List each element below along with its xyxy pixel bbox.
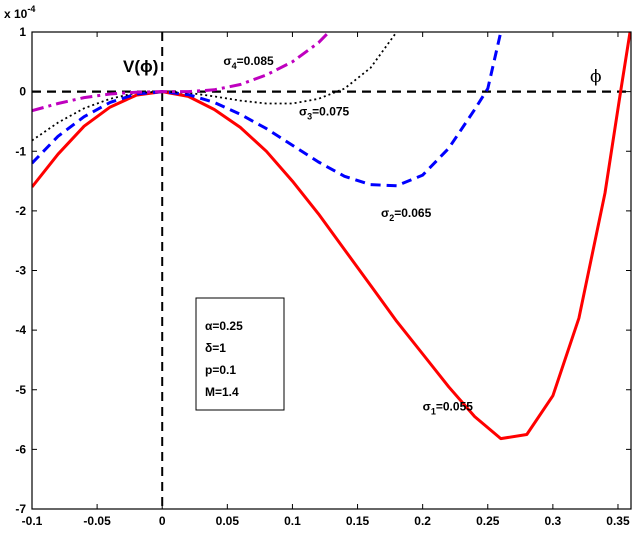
- x-tick-label: -0.1: [22, 514, 43, 528]
- x-tick-label: 0.35: [606, 514, 630, 528]
- series-label-sigma-1: σ1=0.055: [423, 400, 474, 417]
- x-tick-label: 0.15: [346, 514, 370, 528]
- param-p: p=0.1: [205, 363, 236, 377]
- series-line-sigma-2: [32, 32, 503, 188]
- plot-frame: [31, 31, 632, 510]
- x-tick-label: -0.05: [83, 514, 111, 528]
- series-line-sigma-3: [32, 32, 398, 142]
- series-label-sigma-3: σ3=0.075: [299, 104, 350, 121]
- x-tick-label: 0: [159, 514, 166, 528]
- y-tick-label: -6: [15, 442, 26, 456]
- param-M: M=1.4: [205, 385, 239, 399]
- series-line-sigma-4: [32, 32, 330, 113]
- x-tick-label: 0.3: [545, 514, 562, 528]
- x-tick-label: 0.05: [216, 514, 240, 528]
- params-box-frame: [195, 297, 285, 411]
- x-tick-label: 0.25: [476, 514, 500, 528]
- y-tick-label: 0: [19, 85, 26, 99]
- axis-exponent-label: x 10-4: [4, 4, 35, 21]
- x-axis-label: ϕ: [590, 67, 602, 87]
- y-tick-label: -7: [15, 502, 26, 516]
- param-delta: δ=1: [205, 341, 226, 355]
- y-tick-label: -5: [15, 383, 26, 397]
- y-tick-label: -2: [15, 204, 26, 218]
- param-alpha: α=0.25: [205, 319, 243, 333]
- y-tick-label: -3: [15, 264, 26, 278]
- series-label-sigma-2: σ2=0.065: [381, 206, 432, 223]
- y-tick-label: -4: [15, 323, 26, 337]
- series-label-sigma-4: σ4=0.085: [223, 54, 274, 71]
- y-axis-label: V(ϕ): [123, 57, 158, 76]
- x-tick-label: 0.1: [284, 514, 301, 528]
- params-box: α=0.25 δ=1 p=0.1 M=1.4: [195, 297, 285, 411]
- y-tick-label: -1: [15, 144, 26, 158]
- x-tick-label: 0.2: [414, 514, 431, 528]
- series-line-sigma-1: [32, 32, 631, 441]
- y-tick-label: 1: [19, 25, 26, 39]
